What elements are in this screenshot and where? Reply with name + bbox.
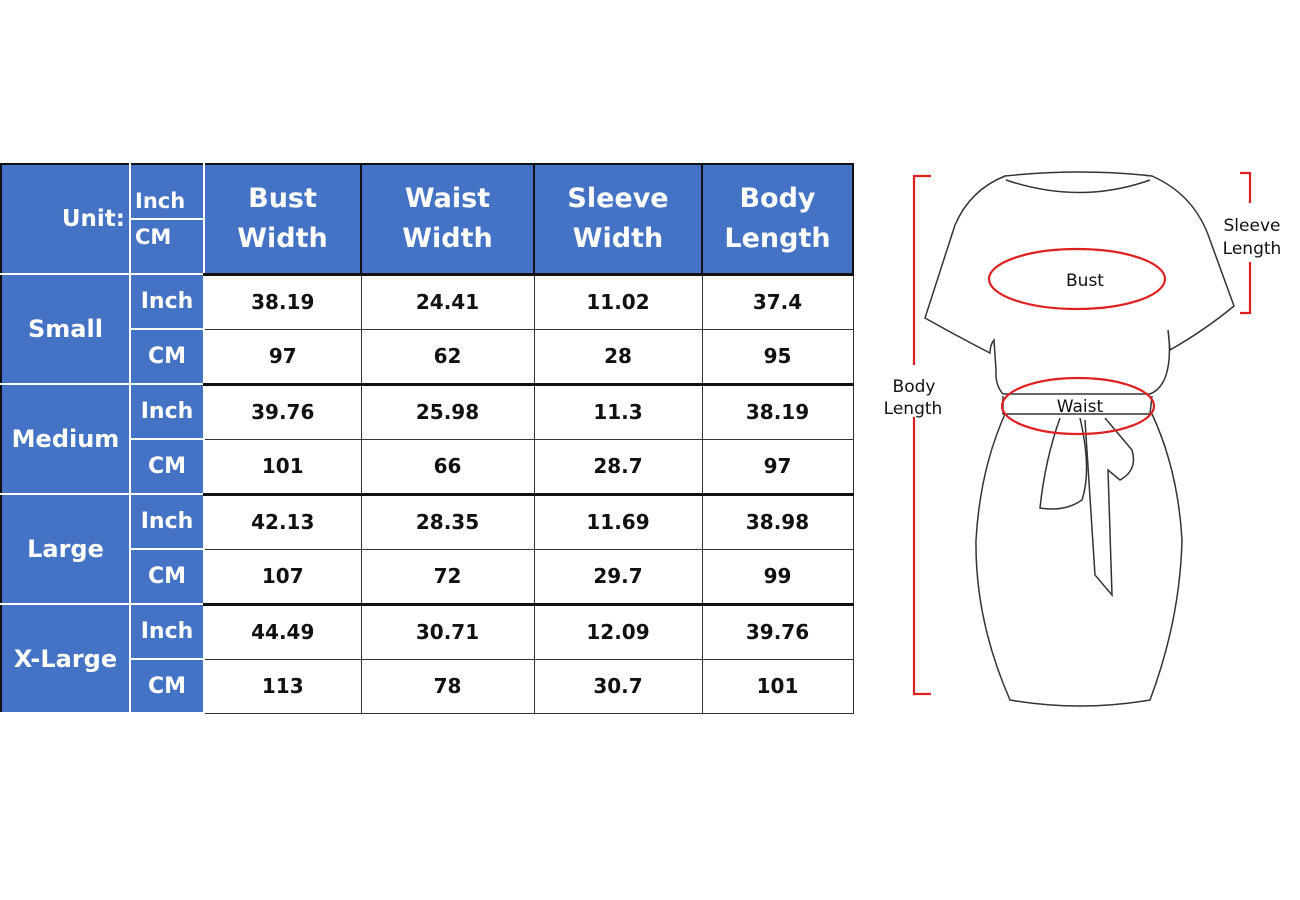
header-bust-width: Bust Width: [203, 163, 362, 275]
header-body-length: Body Length: [701, 163, 854, 275]
waist-ellipse: [1000, 376, 1156, 436]
value-cell: 37.4: [701, 272, 854, 330]
value-cell: 30.71: [360, 602, 535, 660]
value-cell: 97: [701, 438, 854, 495]
sleeve-length-label-2: Length: [1223, 239, 1282, 259]
value-cell: 44.49: [203, 602, 362, 660]
value-cell: 38.98: [701, 492, 854, 550]
value-cell: 99: [701, 548, 854, 605]
value-cell: 95: [701, 328, 854, 385]
unit-cell: CM: [129, 658, 205, 714]
header-line: Sleeve: [567, 182, 669, 214]
unit-cell: Inch: [129, 493, 205, 550]
header-row: Unit: Inch CM Bust Width Waist Width Sleev…: [0, 163, 854, 275]
header-line: Width: [402, 222, 493, 254]
value-cell: 11.3: [533, 382, 703, 440]
size-chart-table: Unit: Inch CM Bust Width Waist Width Sleev…: [0, 163, 854, 714]
unit-legend: Inch CM: [129, 163, 205, 275]
header-line: Width: [237, 222, 328, 254]
dress-outline: [924, 171, 1235, 707]
size-label: Medium: [0, 383, 131, 495]
unit-cell: Inch: [129, 603, 205, 660]
value-cell: 11.69: [533, 492, 703, 550]
value-cell: 28.35: [360, 492, 535, 550]
value-cell: 12.09: [533, 602, 703, 660]
value-cell: 11.02: [533, 272, 703, 330]
sleeve-length-bracket: [1240, 171, 1252, 315]
unit-cell: CM: [129, 438, 205, 495]
value-cell: 66: [360, 438, 535, 495]
size-label: X-Large: [0, 603, 131, 714]
table-row: CM 97 62 28 95: [1, 328, 854, 385]
table-row: CM 113 78 30.7 101: [1, 658, 854, 714]
unit-cell: CM: [129, 548, 205, 605]
value-cell: 38.19: [203, 272, 362, 330]
value-cell: 101: [203, 438, 362, 495]
value-cell: 107: [203, 548, 362, 605]
body-length-label-1: Body: [893, 377, 936, 397]
body-length-bracket: [912, 174, 931, 696]
value-cell: 38.19: [701, 382, 854, 440]
header-line: Body: [739, 182, 816, 214]
table-row: X-Large Inch 44.49 30.71 12.09 39.76: [0, 602, 854, 714]
table-row: Small Inch 38.19 24.41 11.02 37.4: [0, 272, 854, 385]
unit-cell: CM: [129, 328, 205, 385]
header-line: Bust: [248, 182, 317, 214]
table-row: CM 107 72 29.7 99: [1, 548, 854, 605]
sleeve-length-label-1: Sleeve: [1224, 216, 1281, 236]
bust-ellipse: [987, 247, 1167, 311]
header-waist-width: Waist Width: [360, 163, 535, 275]
value-cell: 28.7: [533, 438, 703, 495]
value-cell: 78: [360, 658, 535, 714]
value-cell: 101: [701, 658, 854, 714]
header-sleeve-width: Sleeve Width: [533, 163, 703, 275]
size-label: Small: [0, 273, 131, 385]
measurement-markers: [912, 171, 1252, 696]
unit-cell: Inch: [129, 273, 205, 330]
header-line: Length: [724, 222, 831, 254]
size-label: Large: [0, 493, 131, 605]
bust-label: Bust: [1066, 271, 1104, 291]
header-line: Waist: [404, 182, 491, 214]
waist-label: Waist: [1057, 397, 1104, 417]
value-cell: 39.76: [203, 382, 362, 440]
table-row: CM 101 66 28.7 97: [1, 438, 854, 495]
unit-cm: CM: [135, 225, 172, 249]
value-cell: 30.7: [533, 658, 703, 714]
value-cell: 113: [203, 658, 362, 714]
value-cell: 24.41: [360, 272, 535, 330]
table-row: Large Inch 42.13 28.35 11.69 38.98: [0, 492, 854, 605]
unit-label: Unit:: [0, 163, 131, 275]
table-row: Medium Inch 39.76 25.98 11.3 38.19: [0, 382, 854, 495]
value-cell: 39.76: [701, 602, 854, 660]
unit-cell: Inch: [129, 383, 205, 440]
value-cell: 42.13: [203, 492, 362, 550]
value-cell: 72: [360, 548, 535, 605]
unit-inch: Inch: [131, 184, 203, 220]
body-length-label-2: Length: [884, 399, 943, 419]
header-line: Width: [572, 222, 664, 254]
